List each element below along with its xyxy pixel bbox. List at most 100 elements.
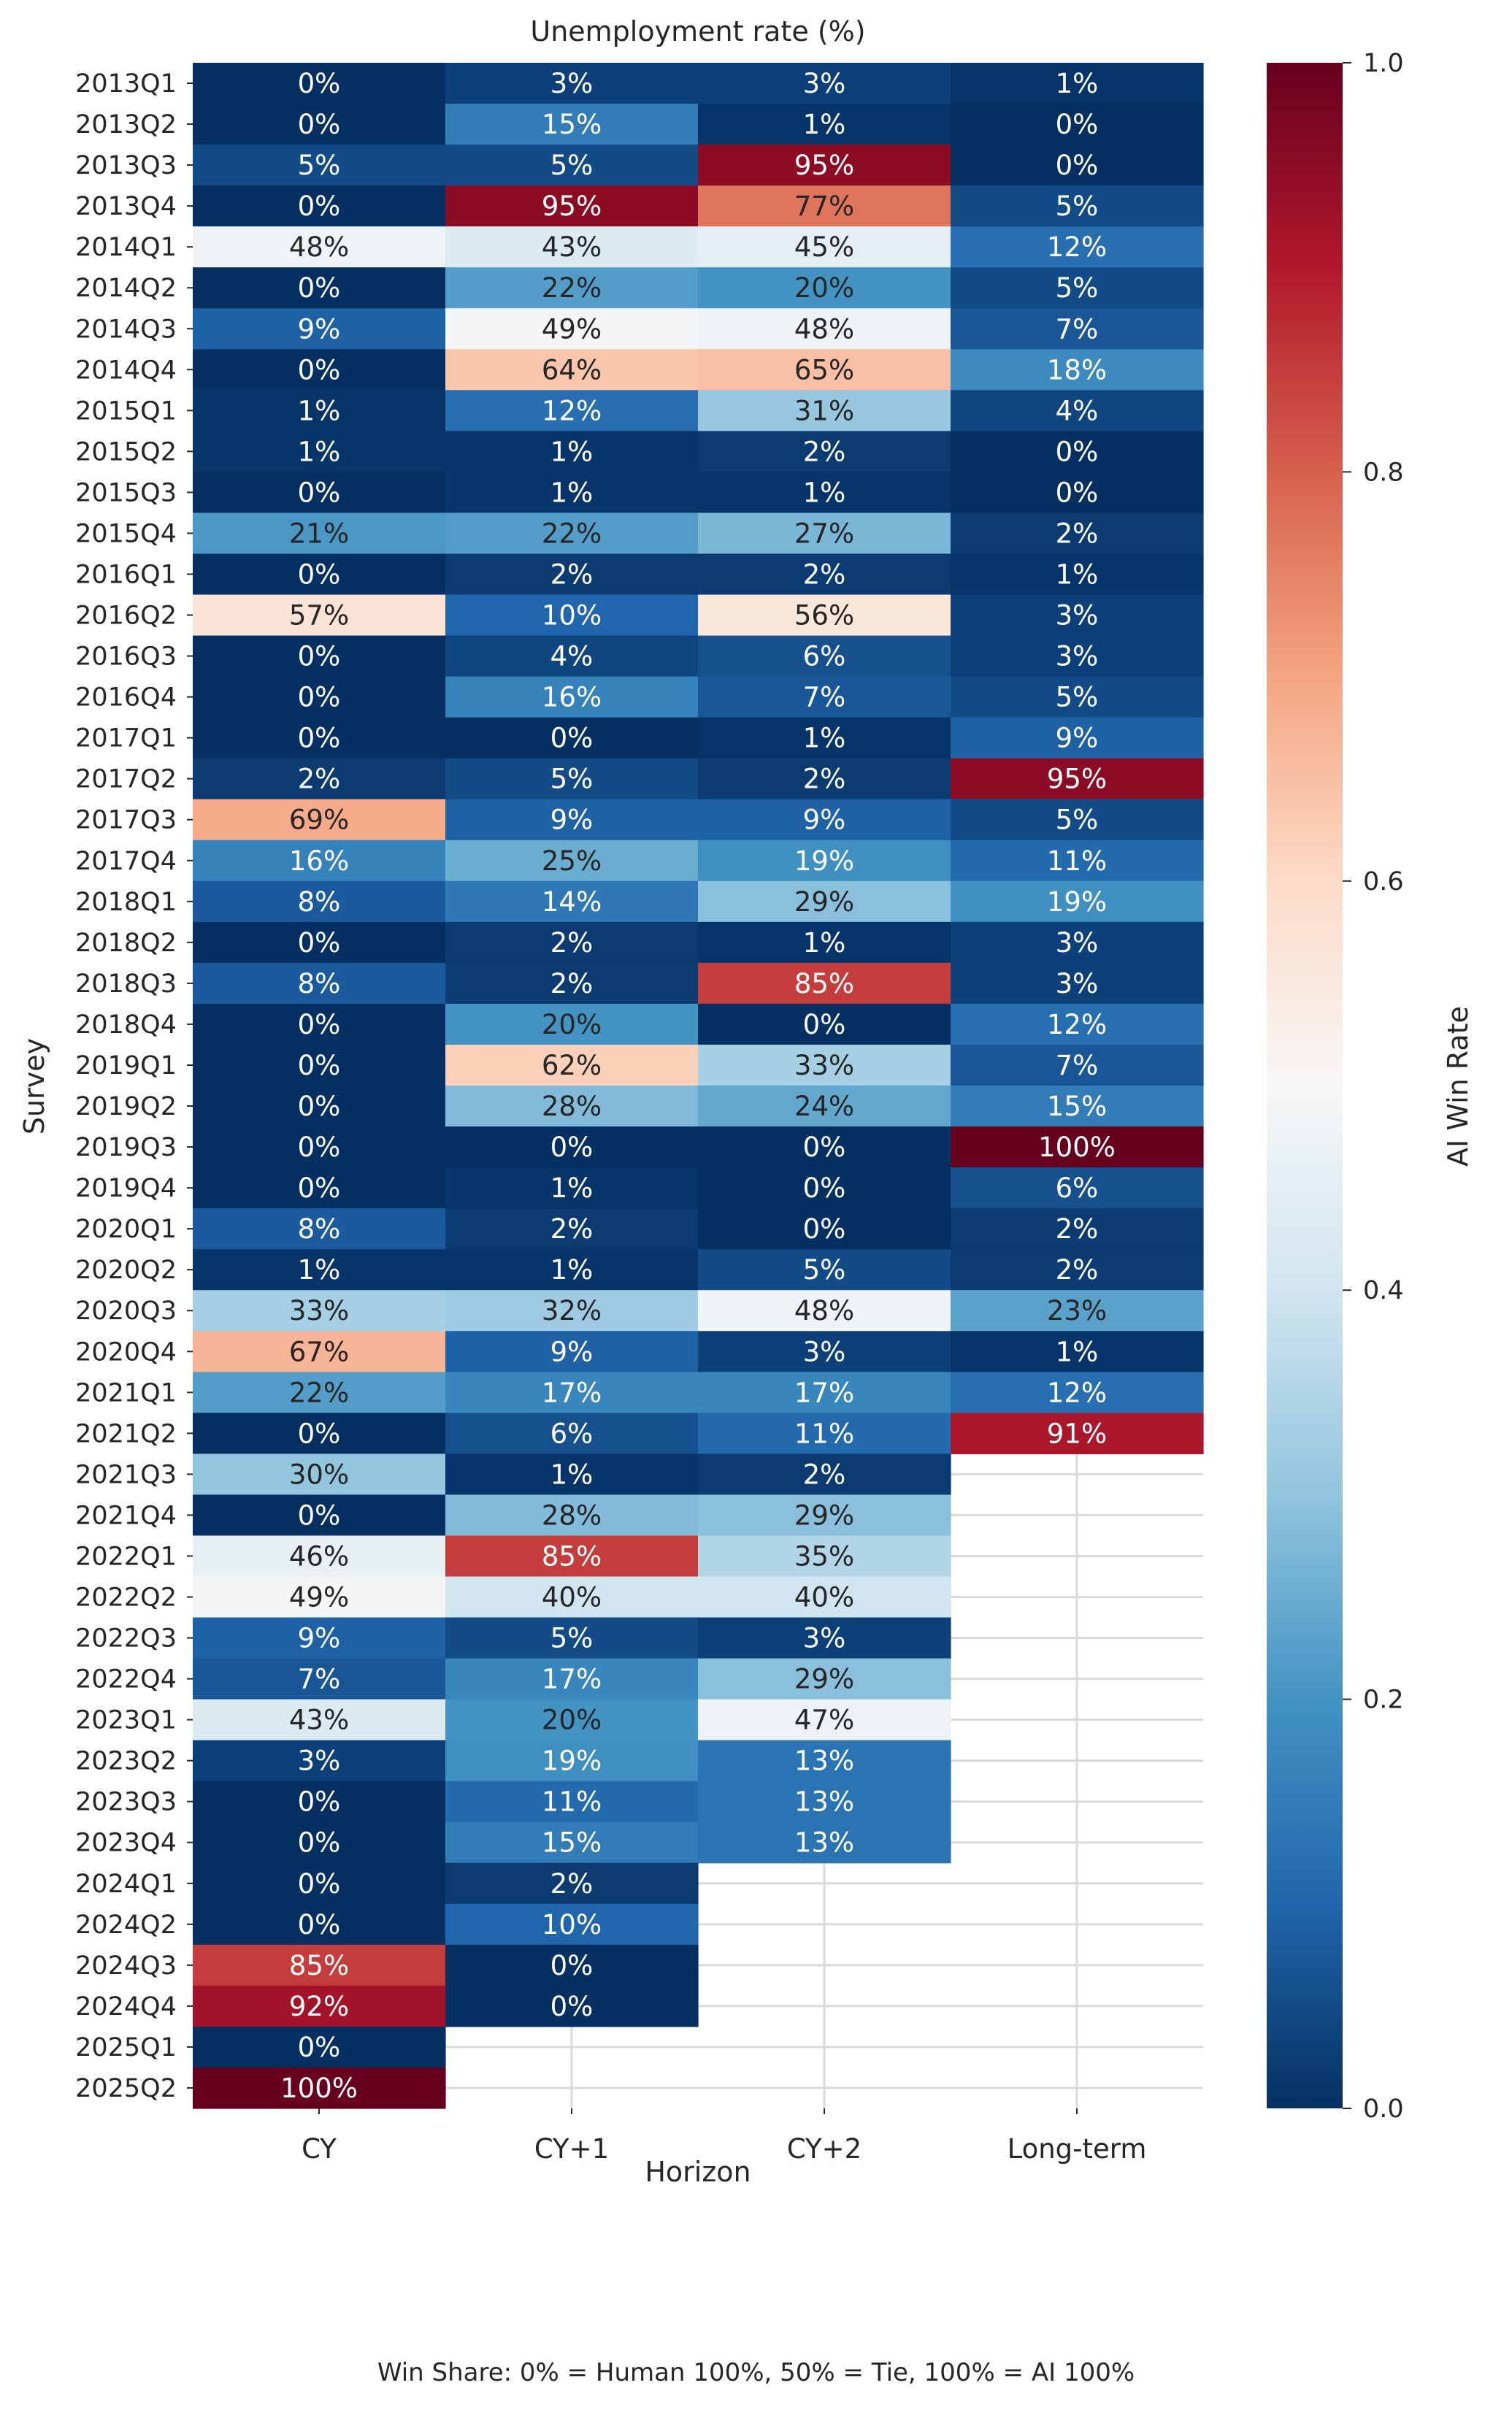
- y-tick-label: 2015Q2: [75, 437, 177, 467]
- heatmap-cell: [193, 472, 446, 514]
- heatmap-cell: [445, 1167, 699, 1209]
- cell-value-label: 9%: [550, 805, 594, 836]
- heatmap-cell: [698, 1003, 951, 1045]
- heatmap-cell: [445, 1454, 699, 1495]
- cell-value-label: 0%: [298, 354, 341, 385]
- cell-value-label: 0%: [298, 68, 341, 99]
- heatmap-cell: [193, 1985, 446, 2027]
- cell-value-label: 1%: [550, 436, 594, 467]
- cell-value-label: 0%: [550, 1950, 594, 1981]
- heatmap-cell: [445, 676, 699, 718]
- heatmap-cell: [698, 1740, 951, 1782]
- heatmap-cell: [193, 1535, 446, 1578]
- y-tick-label: 2022Q2: [75, 1583, 177, 1613]
- cell-value-label: 9%: [1056, 723, 1099, 754]
- colorbar-label: AI Win Rate: [1442, 1006, 1474, 1167]
- cell-value-label: 2%: [1056, 1213, 1099, 1245]
- cell-value-label: 0%: [298, 1172, 341, 1204]
- heatmap-cell: [698, 512, 951, 555]
- cell-value-label: 3%: [1056, 968, 1099, 999]
- heatmap-cell: [193, 2026, 446, 2068]
- y-tick-label: 2020Q4: [75, 1337, 177, 1367]
- heatmap-cell: [193, 104, 446, 145]
- heatmap-cell: [951, 1413, 1204, 1454]
- heatmap-cell: [193, 308, 446, 350]
- heatmap-cell: [193, 594, 446, 637]
- y-tick-label: 2017Q4: [75, 847, 177, 876]
- heatmap-cell: [698, 1208, 951, 1250]
- cell-value-label: 11%: [542, 1786, 602, 1818]
- colorbar-tick-label: 0.2: [1363, 1686, 1404, 1715]
- cell-value-label: 1%: [1056, 559, 1099, 591]
- cell-value-label: 40%: [542, 1582, 602, 1613]
- y-tick-label: 2019Q4: [75, 1174, 177, 1203]
- heatmap-cell: [951, 799, 1204, 841]
- heatmap-cell: [193, 799, 446, 841]
- heatmap-cell: [445, 1903, 699, 1946]
- cell-value-label: 11%: [1047, 845, 1107, 877]
- cell-value-label: 5%: [1056, 682, 1099, 713]
- cell-value-label: 0%: [803, 1132, 846, 1163]
- cell-value-label: 57%: [289, 600, 349, 631]
- heatmap-cell: [698, 799, 951, 841]
- heatmap-cell: [698, 472, 951, 514]
- cell-value-label: 3%: [1056, 927, 1099, 959]
- y-tick-label: 2013Q4: [75, 192, 177, 221]
- cell-value-label: 19%: [794, 845, 854, 877]
- cell-value-label: 0%: [298, 1827, 341, 1859]
- heatmap-cell: [445, 1862, 699, 1905]
- heatmap-cell: [445, 962, 699, 1005]
- heatmap-cell: [193, 1249, 446, 1291]
- heatmap-cell: [445, 1003, 699, 1045]
- cell-value-label: 19%: [542, 1746, 602, 1777]
- heatmap-cell: [193, 676, 446, 718]
- heatmap-cell: [445, 1249, 699, 1291]
- cell-value-label: 1%: [298, 436, 341, 467]
- heatmap-cell: [951, 1044, 1204, 1086]
- cell-value-label: 0%: [550, 723, 594, 754]
- y-tick-label: 2023Q1: [75, 1706, 177, 1735]
- heatmap-cell: [951, 472, 1204, 514]
- cell-value-label: 20%: [542, 1705, 602, 1736]
- cell-value-label: 17%: [794, 1377, 854, 1408]
- heatmap-cell: [445, 267, 699, 309]
- heatmap-cell: [445, 1658, 699, 1700]
- cell-value-label: 95%: [1047, 764, 1107, 795]
- cell-value-label: 24%: [794, 1091, 854, 1122]
- heatmap-cell: [698, 308, 951, 350]
- heatmap-cell: [193, 1454, 446, 1495]
- heatmap-cell: [698, 349, 951, 391]
- heatmap-cell: [445, 472, 699, 514]
- cell-value-label: 48%: [794, 1295, 854, 1326]
- heatmap-cell: [445, 226, 699, 268]
- cell-value-label: 95%: [542, 191, 602, 222]
- heatmap-cell: [445, 1535, 699, 1578]
- cell-value-label: 0%: [298, 682, 341, 713]
- cell-value-label: 100%: [280, 2073, 358, 2104]
- y-tick-label: 2018Q3: [75, 970, 177, 999]
- heatmap-cell: [951, 512, 1204, 555]
- y-tick-label: 2015Q1: [75, 396, 177, 426]
- cell-value-label: 5%: [803, 1254, 846, 1286]
- heatmap-cell: [951, 1167, 1204, 1209]
- heatmap-cell: [193, 1290, 446, 1332]
- y-tick-label: 2016Q2: [75, 602, 177, 631]
- heatmap-cell: [193, 349, 446, 391]
- y-tick-label: 2024Q3: [75, 1951, 177, 1981]
- heatmap-cell: [951, 63, 1204, 104]
- cell-value-label: 40%: [794, 1582, 854, 1613]
- cell-value-label: 9%: [298, 1623, 341, 1654]
- heatmap-cell: [698, 1086, 951, 1127]
- heatmap-cell: [698, 840, 951, 882]
- y-tick-label: 2018Q1: [75, 888, 177, 917]
- heatmap-cell: [698, 1372, 951, 1413]
- cell-value-label: 8%: [298, 1213, 341, 1245]
- cell-value-label: 9%: [550, 1336, 594, 1367]
- cell-value-label: 6%: [803, 641, 846, 672]
- cell-value-label: 0%: [298, 1009, 341, 1040]
- heatmap-cell: [193, 185, 446, 227]
- heatmap-cell: [698, 1821, 951, 1864]
- heatmap-cell: [193, 226, 446, 268]
- heatmap-cell: [193, 1331, 446, 1372]
- heatmap-cell: [698, 104, 951, 145]
